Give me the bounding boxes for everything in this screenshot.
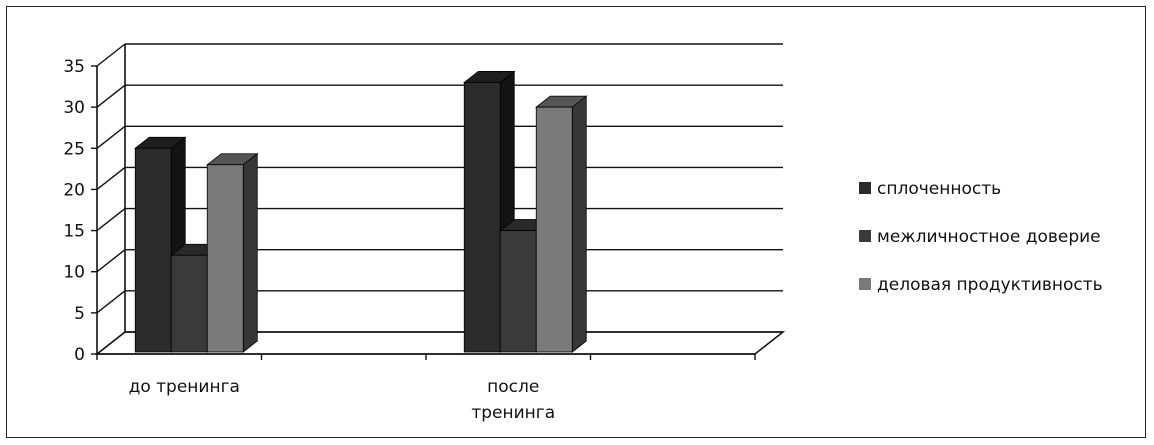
bar-side — [242, 152, 258, 353]
gridline-side — [96, 43, 126, 67]
bar-front — [535, 106, 573, 353]
chart-frame: 0 5 10 15 20 25 30 35 до тренинга после тренинга … — [6, 6, 1146, 438]
bar — [535, 95, 588, 353]
legend-item: деловая продуктивность — [859, 275, 1103, 295]
bar-front — [134, 147, 172, 353]
legend: сплоченность межличностное доверие деловая… — [859, 179, 1103, 295]
y-tick-label: 25 — [63, 139, 85, 159]
legend-label: межличностное доверие — [877, 227, 1101, 247]
bar-front — [499, 230, 537, 353]
bar — [206, 152, 259, 353]
legend-item: сплоченность — [859, 179, 1001, 199]
y-tick-label: 5 — [74, 304, 85, 324]
y-axis-ticks: 0 5 10 15 20 25 30 35 — [63, 57, 97, 365]
bar-front — [206, 164, 244, 353]
gridlines — [96, 43, 783, 355]
bar-side — [571, 95, 587, 353]
axes — [96, 44, 756, 360]
y-tick-label: 0 — [74, 345, 85, 365]
gridline-side — [96, 166, 126, 190]
x-category-label: после — [487, 377, 539, 397]
gridline-side — [96, 331, 126, 355]
legend-swatch — [859, 230, 871, 242]
gridline-side — [96, 208, 126, 232]
gridline-side — [96, 290, 126, 314]
x-category-label: тренинга — [471, 403, 555, 423]
bar-front — [463, 82, 501, 353]
x-axis-category-labels: до тренинга после тренинга — [129, 377, 556, 423]
y-tick-label: 30 — [63, 98, 85, 118]
gridline-side — [96, 125, 126, 149]
legend-item: межличностное доверие — [859, 227, 1101, 247]
bar-front — [170, 254, 208, 353]
bars — [134, 70, 588, 353]
y-tick-label: 35 — [63, 57, 85, 77]
x-category-label: до тренинга — [129, 377, 240, 397]
gridline-side — [96, 249, 126, 273]
gridline-side — [96, 84, 126, 108]
legend-swatch — [859, 278, 871, 290]
y-tick-label: 20 — [63, 180, 85, 200]
legend-label: деловая продуктивность — [877, 275, 1103, 295]
bar — [134, 136, 187, 353]
legend-label: сплоченность — [877, 179, 1001, 199]
y-tick-label: 10 — [63, 263, 85, 283]
y-tick-label: 15 — [63, 222, 85, 242]
legend-swatch — [859, 182, 871, 194]
